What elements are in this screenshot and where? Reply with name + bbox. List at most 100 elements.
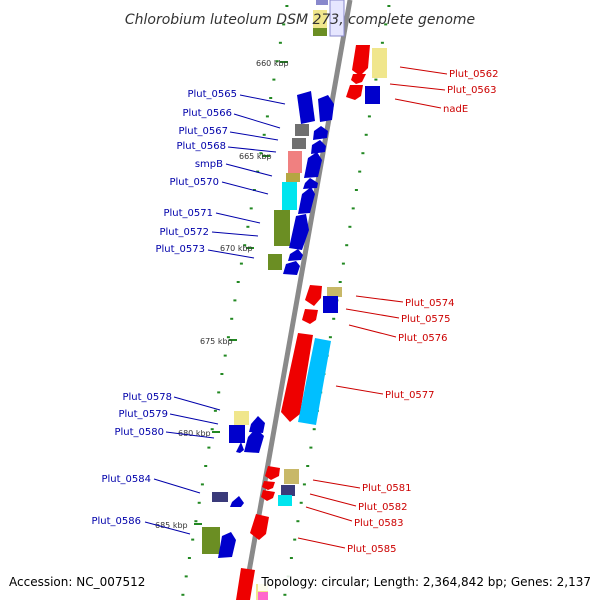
gene-block xyxy=(284,469,299,484)
map-title: Chlorobium luteolum DSM 273, complete ge… xyxy=(125,12,475,28)
gene-arrow xyxy=(298,187,315,214)
gene-arrow xyxy=(261,490,275,501)
gene-label[interactable]: Plut_0581 xyxy=(362,483,412,494)
leader-line xyxy=(305,506,353,522)
kbp-label: 685 kbp xyxy=(155,521,188,530)
gene-label[interactable]: Plut_0565 xyxy=(187,89,237,100)
gene-block xyxy=(323,296,338,313)
gene-arrow xyxy=(236,568,255,600)
gene-label[interactable]: Plut_0585 xyxy=(347,544,397,555)
gene-arrow xyxy=(352,45,370,76)
gene-label[interactable]: Plut_0582 xyxy=(358,502,408,513)
gene-block xyxy=(274,210,290,246)
gene-arrow xyxy=(313,126,328,140)
leader-line xyxy=(239,94,286,105)
gene-block xyxy=(313,28,327,36)
gene-arrow xyxy=(298,338,331,425)
leader-line xyxy=(399,66,448,75)
gene-block xyxy=(278,495,292,506)
leader-line xyxy=(169,413,219,425)
footer-topology: Topology: circular; Length: 2,364,842 bp… xyxy=(260,575,591,589)
gene-label[interactable]: Plut_0575 xyxy=(401,314,451,325)
gene-label[interactable]: Plut_0583 xyxy=(354,518,404,529)
gene-label[interactable]: Plut_0578 xyxy=(122,392,172,403)
gene-arrow xyxy=(236,442,244,453)
gene-label[interactable]: Plut_0573 xyxy=(155,244,205,255)
gene-block xyxy=(286,173,300,182)
gene-label[interactable]: Plut_0577 xyxy=(385,390,435,401)
leader-line xyxy=(144,521,191,535)
leader-line xyxy=(335,385,384,395)
gene-label[interactable]: Plut_0576 xyxy=(398,333,448,344)
footer-accession: Accession: NC_007512 xyxy=(9,575,145,589)
leader-lines xyxy=(144,66,448,549)
gene-arrow xyxy=(346,85,363,100)
leader-line xyxy=(207,249,255,259)
gene-label[interactable]: Plut_0563 xyxy=(447,85,497,96)
leader-line xyxy=(221,181,269,195)
gene-arrow xyxy=(311,140,326,154)
gene-label[interactable]: Plut_0568 xyxy=(176,141,226,152)
gene-arrow xyxy=(302,309,318,324)
gene-arrow xyxy=(283,261,300,275)
gene-block xyxy=(202,527,220,554)
kbp-markers: 660 kbp 665 kbp 670 kbp 675 kbp 680 kbp … xyxy=(155,59,289,530)
leader-line xyxy=(355,295,404,303)
gene-block xyxy=(295,124,309,136)
left-labels: Plut_0565 Plut_0566 Plut_0567 Plut_0568 … xyxy=(91,89,237,527)
gene-arrow xyxy=(230,496,244,507)
leader-line xyxy=(227,146,277,153)
gene-label[interactable]: Plut_0572 xyxy=(159,227,209,238)
genome-backbone xyxy=(241,0,353,600)
gene-block xyxy=(229,425,245,443)
gene-label[interactable]: Plut_0580 xyxy=(114,427,164,438)
gene-block xyxy=(316,0,328,5)
gene-label[interactable]: Plut_0570 xyxy=(169,177,219,188)
footer-topology-bg xyxy=(258,573,594,591)
leader-line xyxy=(348,324,397,338)
leader-line xyxy=(389,83,446,91)
gene-label[interactable]: Plut_0574 xyxy=(405,298,455,309)
kbp-label: 660 kbp xyxy=(256,59,289,68)
leader-line xyxy=(229,131,279,141)
gene-arrow xyxy=(351,74,366,84)
gene-arrow xyxy=(304,152,322,178)
gene-label[interactable]: smpB xyxy=(195,159,223,170)
leader-line xyxy=(233,113,281,129)
gene-label[interactable]: Plut_0566 xyxy=(182,108,232,119)
right-labels: Plut_0562 Plut_0563 nadE Plut_0574 Plut_… xyxy=(347,69,499,555)
gene-label[interactable]: Plut_0586 xyxy=(91,516,141,527)
gene-block xyxy=(288,151,302,173)
gene-block xyxy=(327,287,342,297)
genes-minus-strand xyxy=(236,45,387,600)
gene-block xyxy=(281,485,295,496)
gene-block xyxy=(234,411,249,425)
kbp-label: 680 kbp xyxy=(178,429,211,438)
gene-block xyxy=(268,254,282,270)
gene-block xyxy=(292,138,306,149)
gene-block xyxy=(372,48,387,78)
gene-label[interactable]: Plut_0579 xyxy=(118,409,168,420)
leader-line xyxy=(211,231,259,237)
gene-block xyxy=(365,86,380,104)
gene-label[interactable]: Plut_0571 xyxy=(163,208,213,219)
gene-arrow xyxy=(305,285,322,306)
gene-arrow xyxy=(262,481,275,490)
leader-line xyxy=(225,163,273,177)
gene-block xyxy=(282,182,297,210)
gene-arrow xyxy=(250,514,269,540)
gene-arrow xyxy=(218,532,236,558)
gene-arrow xyxy=(281,333,313,422)
gene-label[interactable]: Plut_0562 xyxy=(449,69,499,80)
leader-line xyxy=(153,478,201,494)
gene-label[interactable]: Plut_0584 xyxy=(101,474,151,485)
gene-label[interactable]: Plut_0567 xyxy=(178,126,228,137)
gene-label[interactable]: nadE xyxy=(443,104,468,115)
gene-arrow xyxy=(318,95,334,122)
leader-line xyxy=(173,396,221,411)
gene-block xyxy=(212,492,228,502)
kbp-label: 665 kbp xyxy=(239,152,272,161)
leader-line xyxy=(165,431,215,439)
gene-arrow xyxy=(297,91,315,124)
